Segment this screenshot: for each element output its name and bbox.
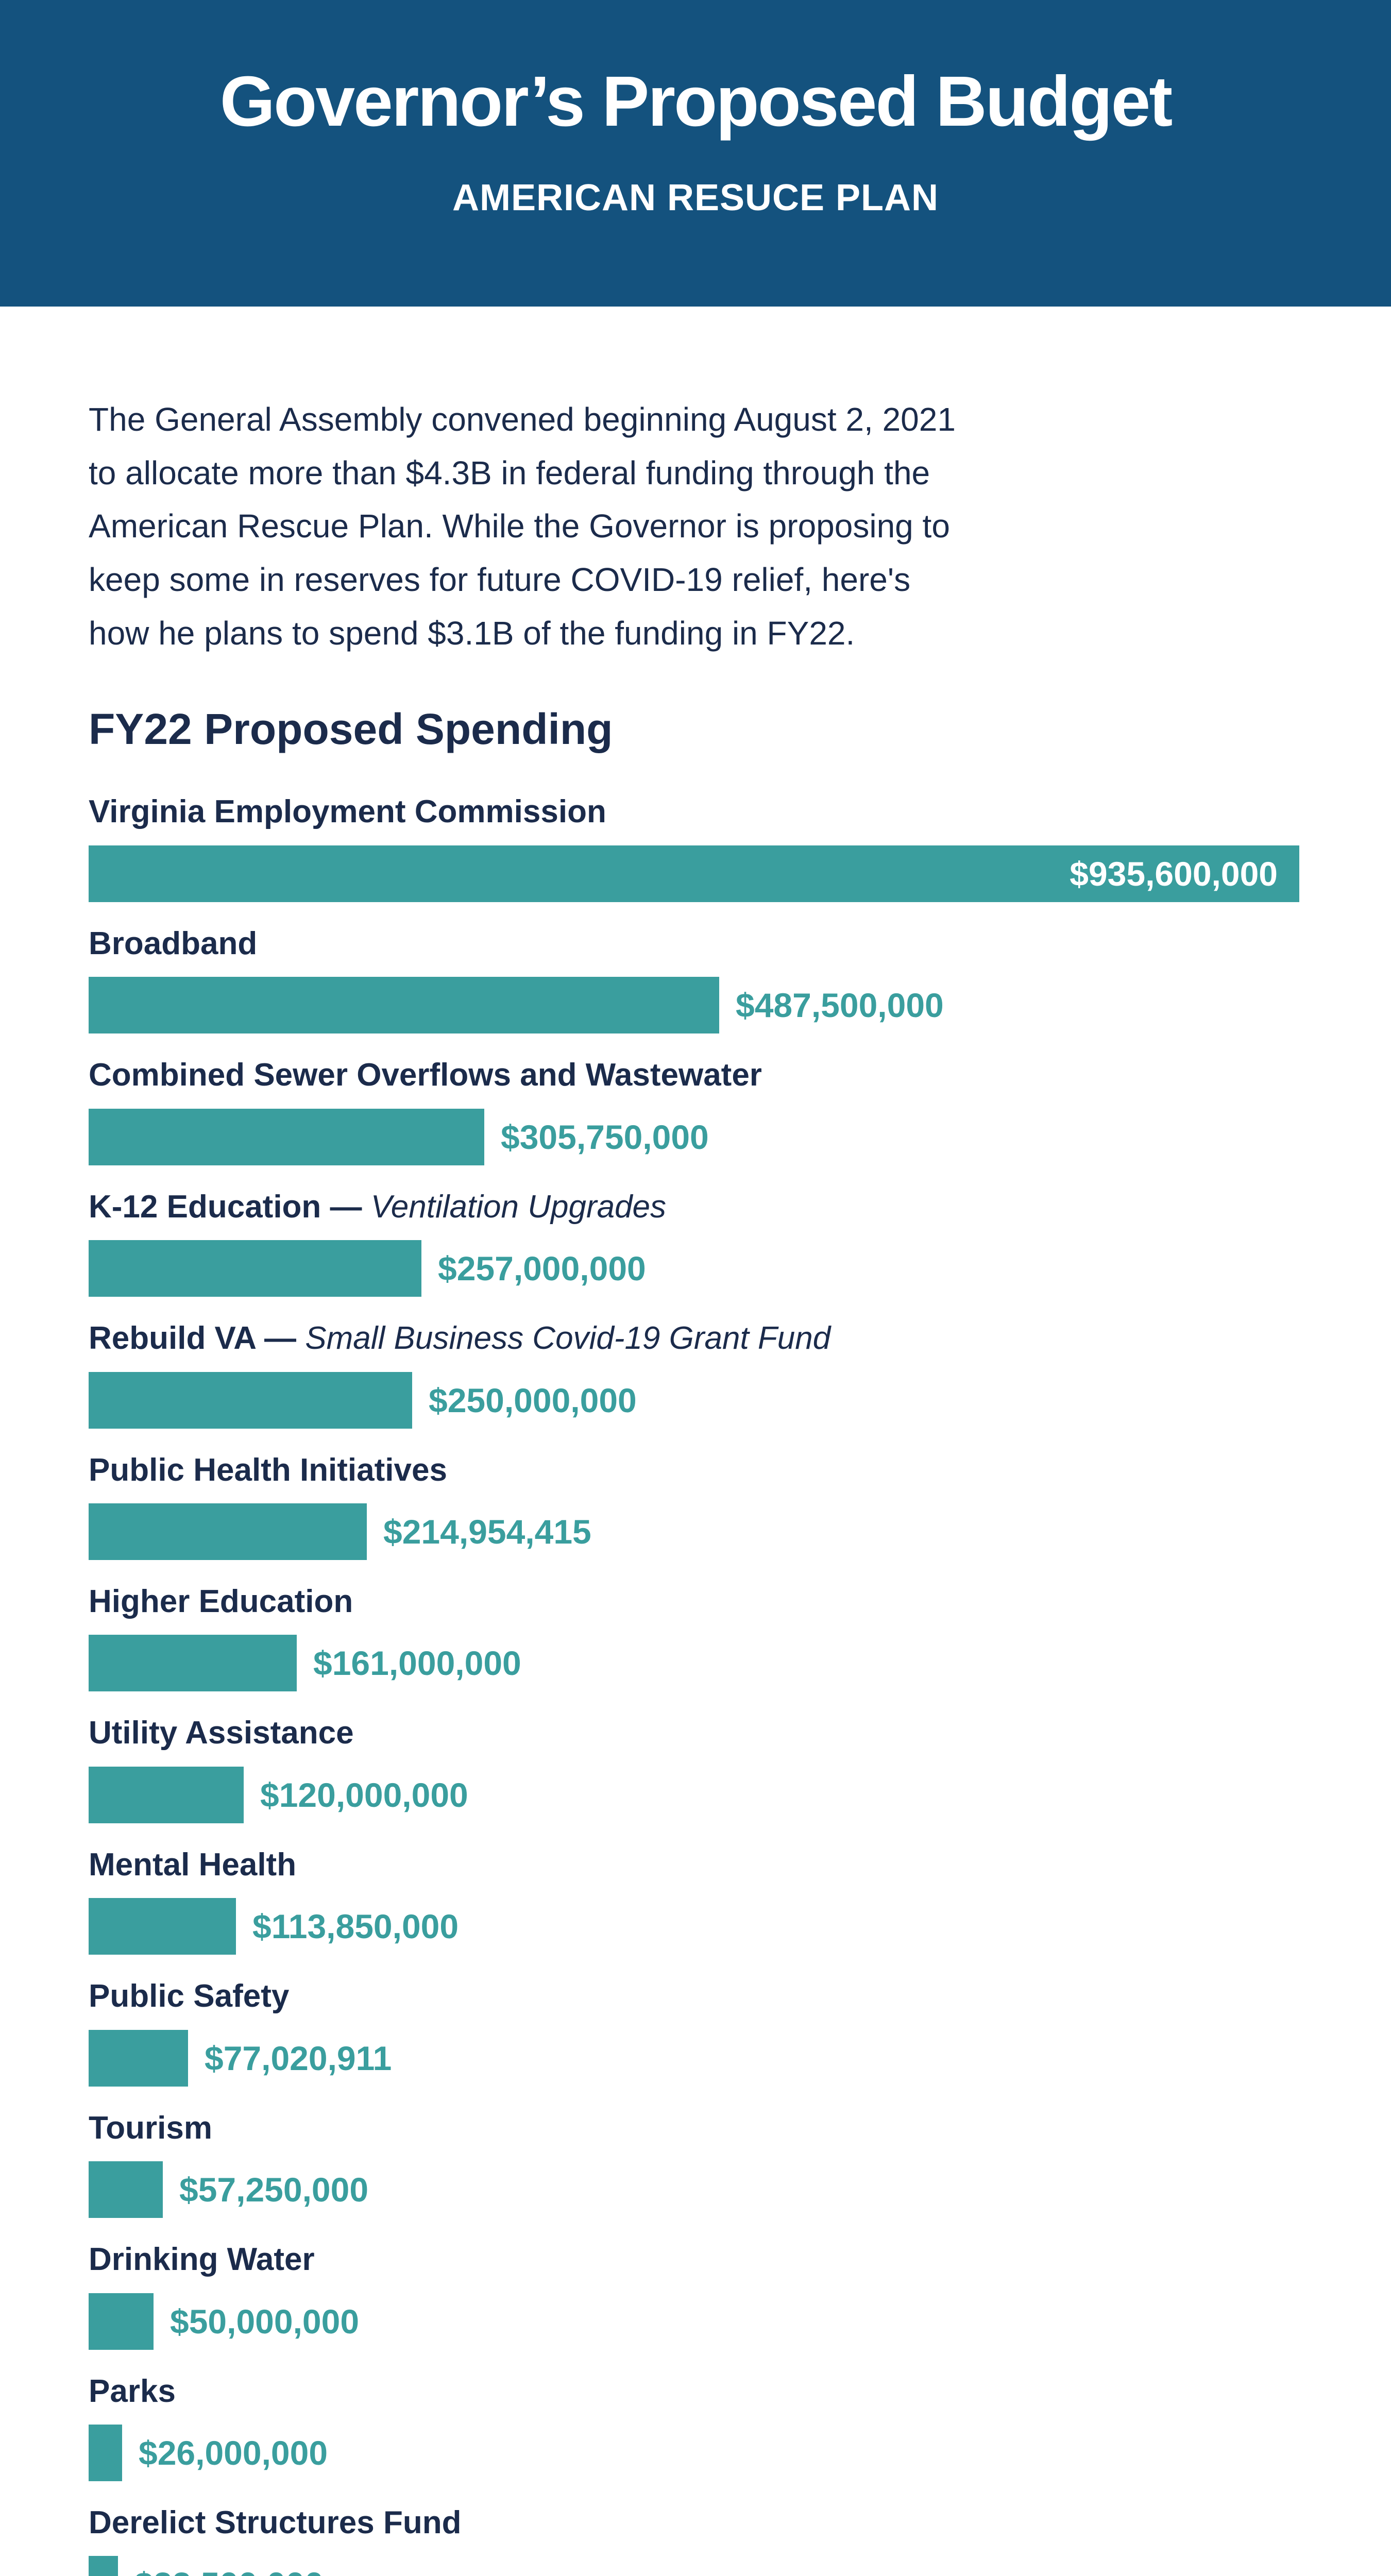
bar-label: Parks <box>89 2374 1315 2409</box>
bar-value: $57,250,000 <box>179 2171 369 2209</box>
bar-value: $120,000,000 <box>260 1775 468 1814</box>
bar-label: Mental Health <box>89 1847 1315 1883</box>
bar-label-text: Broadband <box>89 925 258 961</box>
bar-line: $120,000,000 <box>89 1766 1315 1823</box>
bar-label-text: Public Safety <box>89 1978 290 2014</box>
bar <box>89 2556 118 2576</box>
intro-paragraph: The General Assembly convened beginning … <box>89 401 956 652</box>
bar-line: $487,500,000 <box>89 977 1315 1034</box>
bar-label-text: Public Health Initiatives <box>89 1452 447 1488</box>
bar <box>89 1240 421 1297</box>
bar <box>89 1503 367 1560</box>
bar-label-text: Combined Sewer Overflows and Wastewater <box>89 1057 762 1093</box>
bar <box>89 1108 484 1165</box>
bar-value: $935,600,000 <box>1070 854 1278 893</box>
bar-line: $305,750,000 <box>89 1108 1315 1165</box>
bar-value: $26,000,000 <box>139 2434 328 2472</box>
chart-row: Parks $26,000,000 <box>89 2374 1315 2482</box>
bar <box>89 1898 236 1955</box>
bar <box>89 1766 244 1823</box>
bar-label: Rebuild VA — Small Business Covid-19 Gra… <box>89 1320 1315 1356</box>
bar <box>89 1635 297 1692</box>
chart-title: FY22 Proposed Spending <box>89 705 613 754</box>
bar-label-text: Higher Education <box>89 1583 353 1619</box>
chart-row: Mental Health $113,850,000 <box>89 1847 1315 1955</box>
chart-row: Broadband $487,500,000 <box>89 926 1315 1034</box>
bar-label-text: Derelict Structures Fund <box>89 2505 462 2541</box>
bar <box>89 2425 122 2482</box>
bar-label: Public Safety <box>89 1978 1315 2014</box>
page-subtitle: AMERICAN RESUCE PLAN <box>452 177 939 218</box>
bar <box>89 2161 163 2218</box>
bar-line: $214,954,415 <box>89 1503 1315 1560</box>
bar-chart: Virginia Employment Commission $935,600,0… <box>89 794 1315 2576</box>
chart-row: Public Health Initiatives $214,954,415 <box>89 1452 1315 1560</box>
bar-label-text: Utility Assistance <box>89 1715 354 1751</box>
page-title: Governor’s Proposed Budget <box>219 62 1173 141</box>
bar-line: $935,600,000 <box>89 845 1315 902</box>
bar <box>89 2293 154 2350</box>
chart-row: Derelict Structures Fund $22,500,000 <box>89 2505 1315 2576</box>
bar-line: $22,500,000 <box>89 2556 1315 2576</box>
bar-line: $161,000,000 <box>89 1635 1315 1692</box>
bar-value: $250,000,000 <box>429 1381 637 1419</box>
bar-line: $257,000,000 <box>89 1240 1315 1297</box>
bar-label: Higher Education <box>89 1584 1315 1619</box>
chart-row: Public Safety $77,020,911 <box>89 1978 1315 2087</box>
chart-row: Rebuild VA — Small Business Covid-19 Gra… <box>89 1320 1315 1429</box>
bar <box>89 1371 412 1429</box>
bar-label-text: Virginia Employment Commission <box>89 794 606 830</box>
bar-line: $26,000,000 <box>89 2425 1315 2482</box>
bar-value: $113,850,000 <box>252 1907 459 1946</box>
bar-value: $50,000,000 <box>170 2302 360 2341</box>
bar-value: $305,750,000 <box>501 1117 709 1156</box>
bar-label-text: K-12 Education <box>89 1189 321 1225</box>
bar <box>89 2029 188 2087</box>
chart-row: Tourism $57,250,000 <box>89 2110 1315 2218</box>
bar-label: K-12 Education — Ventilation Upgrades <box>89 1189 1315 1225</box>
chart-row: Higher Education $161,000,000 <box>89 1584 1315 1692</box>
header-banner: Governor’s Proposed Budget AMERICAN RESU… <box>0 0 1391 307</box>
bar-label-text: Drinking Water <box>89 2242 315 2278</box>
bar-line: $50,000,000 <box>89 2293 1315 2350</box>
bar-line: $113,850,000 <box>89 1898 1315 1955</box>
bar <box>89 977 719 1034</box>
bar-label: Public Health Initiatives <box>89 1452 1315 1488</box>
bar: $935,600,000 <box>89 845 1299 902</box>
chart-row: Virginia Employment Commission $935,600,0… <box>89 794 1315 902</box>
bar-label-text: Parks <box>89 2373 176 2409</box>
bar-label-subtitle: Small Business Covid-19 Grant Fund <box>305 1320 831 1357</box>
bar-label: Tourism <box>89 2110 1315 2146</box>
chart-row: K-12 Education — Ventilation Upgrades $25… <box>89 1189 1315 1297</box>
label-dash: — <box>255 1320 306 1357</box>
bar-value: $77,020,911 <box>205 2039 392 2077</box>
bar-line: $57,250,000 <box>89 2161 1315 2218</box>
chart-row: Utility Assistance $120,000,000 <box>89 1715 1315 1823</box>
bar-label: Virginia Employment Commission <box>89 794 1315 829</box>
bar-label-text: Tourism <box>89 2110 212 2146</box>
bar-label-text: Rebuild VA <box>89 1320 256 1357</box>
bar-value: $214,954,415 <box>383 1512 591 1551</box>
bar-label: Utility Assistance <box>89 1715 1315 1751</box>
bar-value: $22,500,000 <box>134 2556 324 2576</box>
bar-label: Broadband <box>89 926 1315 961</box>
bar-line: $250,000,000 <box>89 1371 1315 1429</box>
chart-row: Combined Sewer Overflows and Wastewater $… <box>89 1057 1315 1165</box>
bar-line: $77,020,911 <box>89 2029 1315 2087</box>
bar-value: $487,500,000 <box>736 986 944 1025</box>
label-dash: — <box>321 1189 371 1225</box>
bar-value: $161,000,000 <box>313 1644 521 1683</box>
bar-value: $257,000,000 <box>438 1249 646 1288</box>
bar-label: Derelict Structures Fund <box>89 2505 1315 2540</box>
bar-label-text: Mental Health <box>89 1846 297 1883</box>
bar-label-subtitle: Ventilation Upgrades <box>370 1189 667 1225</box>
bar-label: Drinking Water <box>89 2242 1315 2277</box>
chart-row: Drinking Water $50,000,000 <box>89 2242 1315 2350</box>
bar-label: Combined Sewer Overflows and Wastewater <box>89 1057 1315 1093</box>
